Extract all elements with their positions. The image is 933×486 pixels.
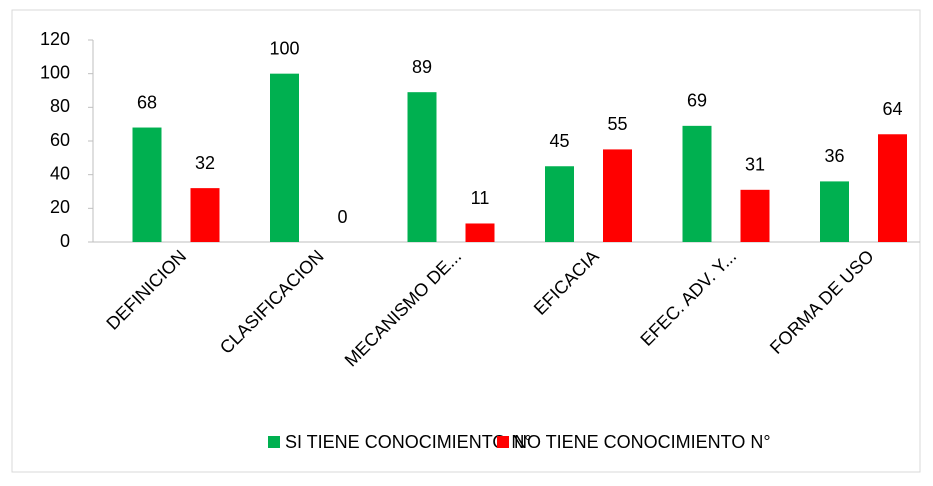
data-label: 36 — [824, 146, 844, 166]
bar — [190, 188, 220, 242]
y-tick-label: 40 — [50, 163, 70, 183]
data-label: 55 — [607, 114, 627, 134]
legend-label: NO TIENE CONOCIMIENTO N° — [514, 432, 771, 452]
bar — [132, 127, 162, 242]
bar — [407, 92, 437, 242]
y-tick-label: 20 — [50, 197, 70, 217]
data-label: 11 — [471, 188, 490, 208]
legend-label: SI TIENE CONOCIMIENTO N° — [285, 432, 532, 452]
y-tick-label: 0 — [60, 231, 70, 251]
bar — [603, 149, 632, 242]
y-tick-label: 80 — [50, 96, 70, 116]
data-label: 89 — [412, 57, 432, 77]
data-label: 69 — [687, 91, 707, 111]
bar — [270, 73, 299, 243]
legend-swatch — [497, 436, 509, 448]
data-label: 45 — [549, 131, 569, 151]
y-tick-label: 100 — [40, 62, 70, 82]
y-tick-label: 60 — [50, 130, 70, 150]
bar — [820, 181, 849, 242]
bar — [740, 189, 770, 242]
bar — [465, 223, 495, 242]
bar — [545, 166, 574, 242]
data-label: 68 — [137, 92, 157, 112]
data-label: 100 — [269, 38, 299, 58]
data-label: 64 — [882, 99, 902, 119]
bar — [878, 134, 907, 242]
y-tick-label: 120 — [40, 29, 70, 49]
data-label: 0 — [337, 207, 347, 227]
bar — [682, 125, 712, 242]
legend-swatch — [268, 436, 280, 448]
data-label: 32 — [195, 153, 215, 173]
data-label: 31 — [745, 155, 765, 175]
